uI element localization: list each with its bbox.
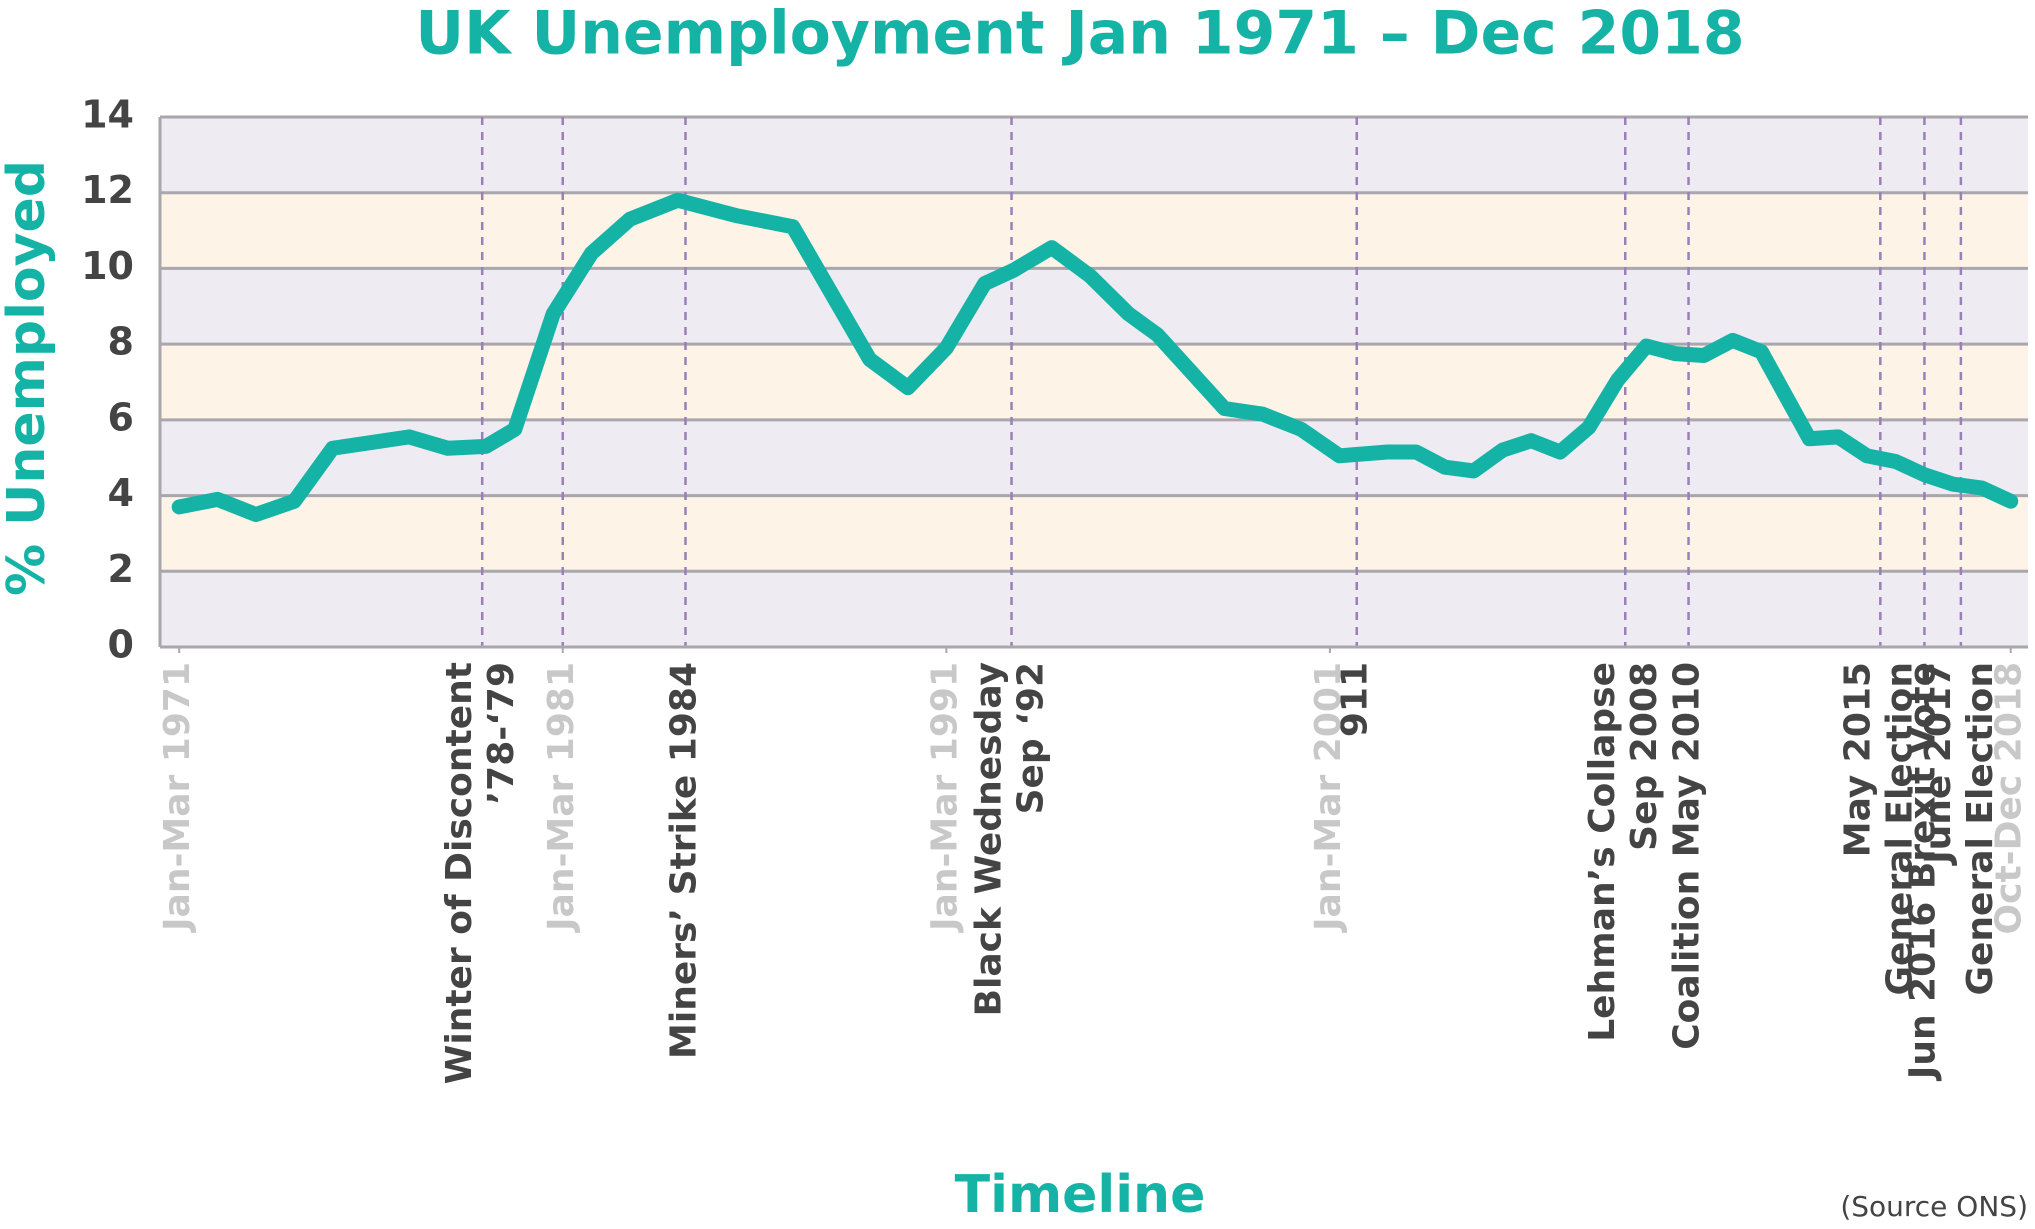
event-label: Black Wednesday xyxy=(969,662,1010,1016)
y-tick-label: 8 xyxy=(108,320,134,364)
x-axis-label: Timeline xyxy=(955,1165,1206,1225)
event-label: General Election xyxy=(1960,662,2001,996)
event-label: Lehman’s Collapse xyxy=(1582,662,1623,1042)
event-label: General Election xyxy=(1879,662,1920,996)
event-label: Winter of Discontent xyxy=(439,662,480,1084)
event-label: 911 xyxy=(1335,662,1376,737)
x-tick-label: Jan-Mar 1981 xyxy=(541,662,582,934)
background-band xyxy=(160,344,2028,420)
y-tick-label: 6 xyxy=(108,395,134,439)
y-tick-label: 4 xyxy=(108,471,134,515)
x-tick-label: Jan-Mar 2001 xyxy=(1308,662,1349,934)
background-band xyxy=(160,117,2028,193)
event-label: May 2015 xyxy=(1837,662,1878,857)
background-band xyxy=(160,419,2028,496)
background-band xyxy=(160,571,2028,647)
y-tick-label: 14 xyxy=(81,93,134,137)
y-tick-label: 2 xyxy=(108,547,134,591)
event-label: Sep ‘92 xyxy=(1011,662,1052,814)
background-band xyxy=(160,192,2028,269)
data-line xyxy=(171,192,2019,522)
event-label: June 2017 xyxy=(1918,662,1959,867)
event-label: Coalition May 2010 xyxy=(1667,662,1708,1050)
chart-title: UK Unemployment Jan 1971 – Dec 2018 xyxy=(415,0,1744,69)
y-tick-label: 12 xyxy=(81,168,134,212)
event-label: ’78-‘79 xyxy=(481,662,522,805)
y-tick-label: 10 xyxy=(81,244,134,288)
y-tick-label: 0 xyxy=(108,623,134,667)
x-tick-label: Oct-Dec 2018 xyxy=(1989,662,2030,934)
event-label: Jun 2016 Brexit Vote xyxy=(1902,662,1943,1082)
source-note: (Source ONS) xyxy=(1840,1190,2028,1223)
x-tick-label: Jan-Mar 1971 xyxy=(157,662,198,934)
y-axis-label: % Unemployed xyxy=(0,160,57,596)
event-label: Sep 2008 xyxy=(1624,662,1665,851)
background-band xyxy=(160,495,2028,572)
event-label: Miners’ Strike 1984 xyxy=(663,662,704,1059)
x-tick-label: Jan-Mar 1991 xyxy=(924,662,965,934)
